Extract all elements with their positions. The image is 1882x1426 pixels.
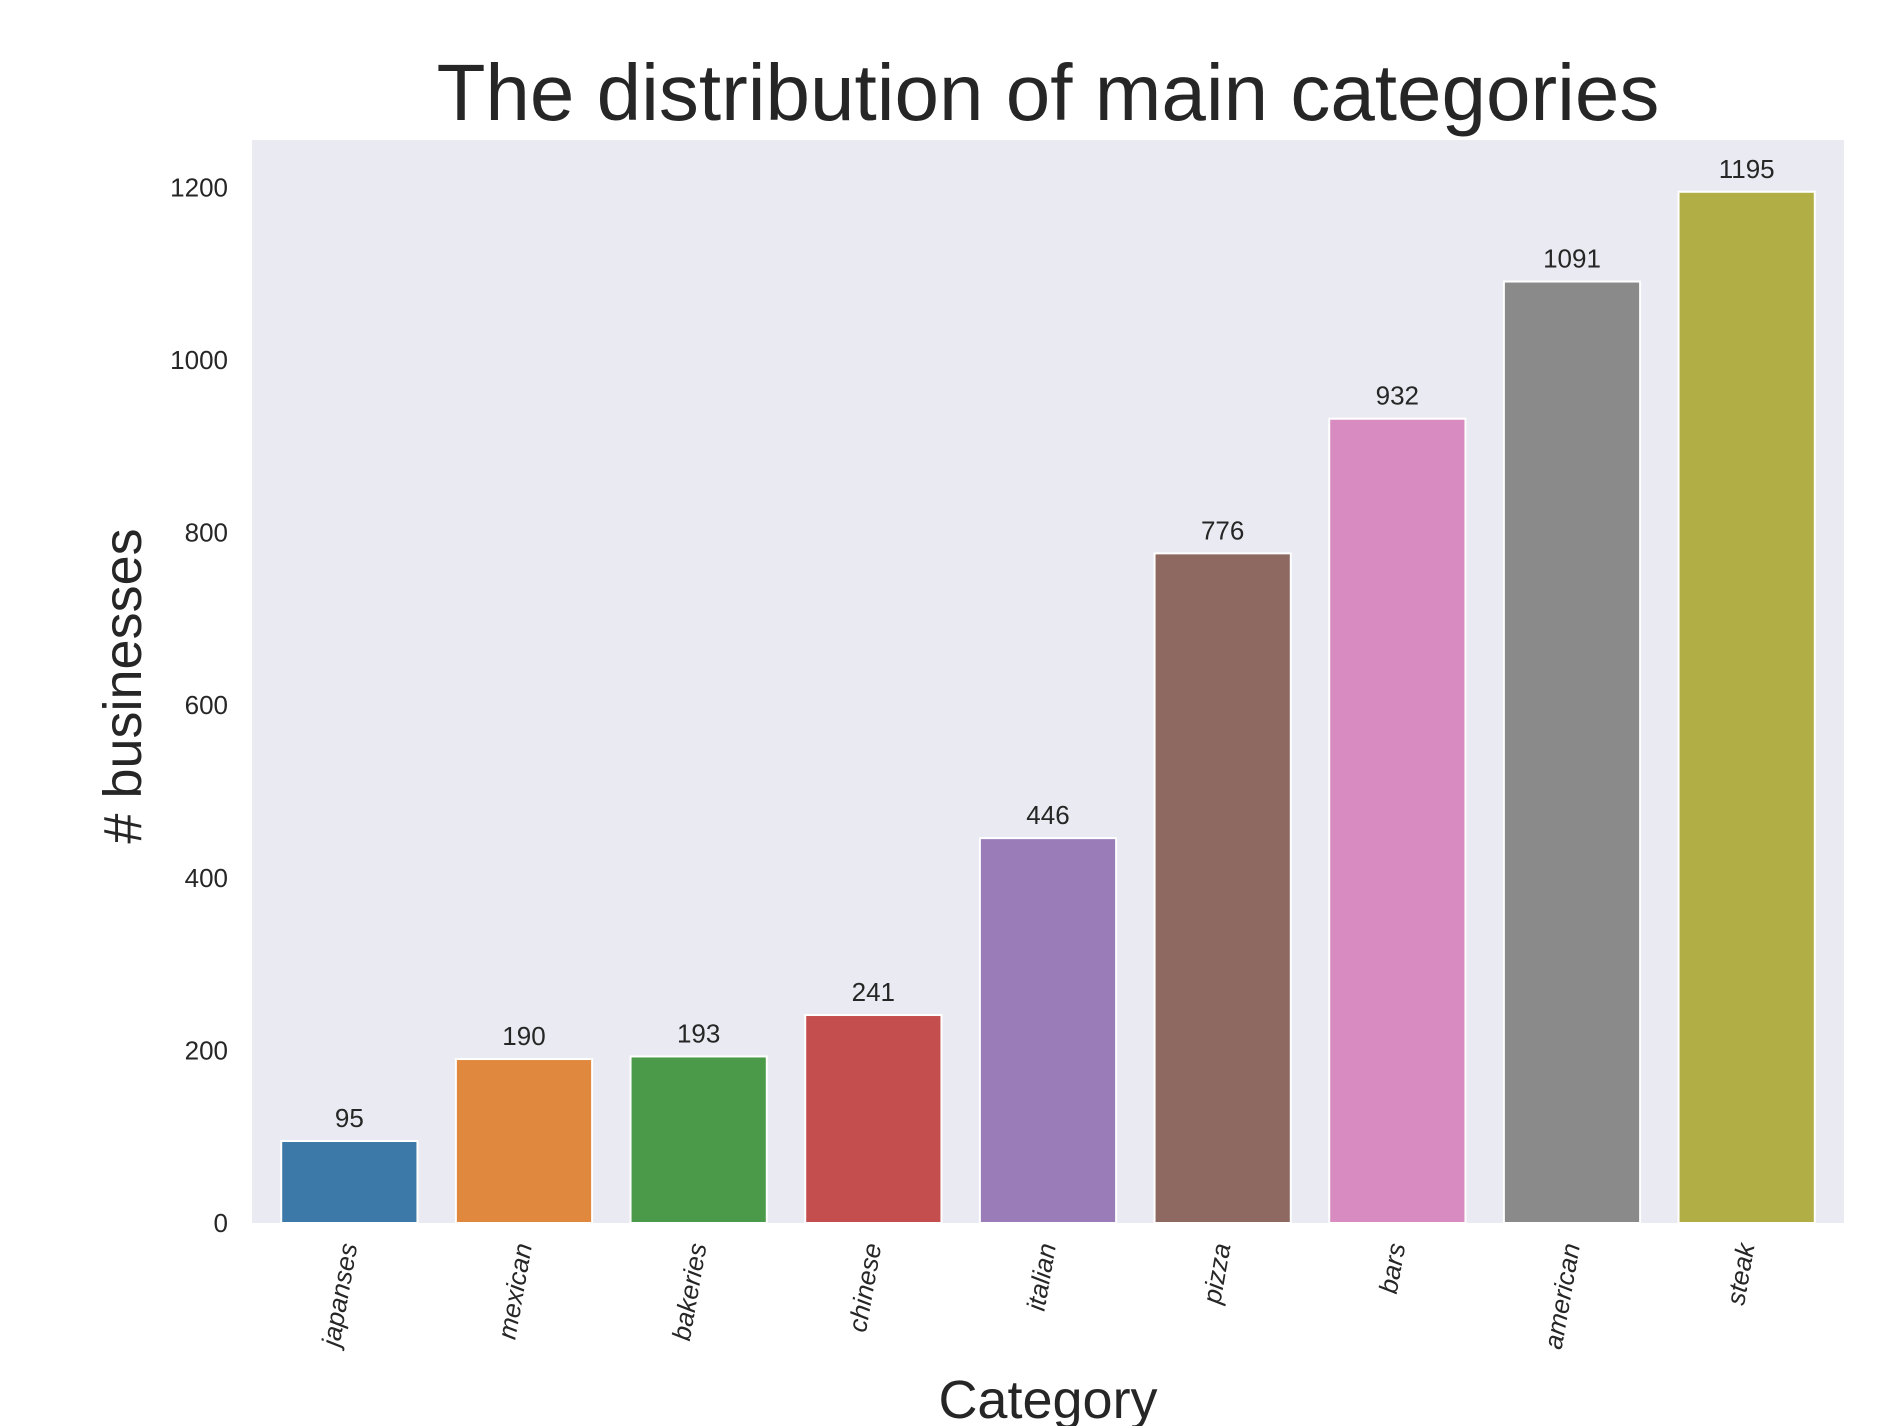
bar-japanses	[280, 1140, 419, 1224]
bar-bakeries	[629, 1055, 768, 1225]
category-label-japanses: japanses	[315, 1241, 363, 1352]
bar-pizza	[1153, 552, 1292, 1224]
bar-chinese	[804, 1014, 943, 1224]
data-label-bakeries: 193	[677, 1018, 720, 1048]
bar-italian	[978, 837, 1118, 1225]
bar-mexican	[454, 1058, 594, 1224]
chart-title: The distribution of main categories	[437, 48, 1660, 137]
y-tick-label: 800	[185, 518, 228, 548]
bar-bars	[1328, 417, 1467, 1224]
x-axis-categories: japanses mexican bakeries chinese italian piz…	[315, 1239, 1761, 1352]
y-tick-label: 0	[214, 1208, 228, 1238]
y-axis-label: # businesses	[93, 528, 153, 843]
data-label-italian: 446	[1026, 800, 1069, 830]
category-label-pizza: pizza	[1196, 1241, 1236, 1307]
category-label-american: american	[1538, 1241, 1586, 1352]
data-label-chinese: 241	[852, 977, 895, 1007]
y-tick-label: 600	[185, 690, 228, 720]
category-label-italian: italian	[1021, 1241, 1062, 1313]
bar-steak	[1677, 190, 1816, 1225]
y-tick-label: 400	[185, 863, 228, 893]
data-label-steak: 1195	[1719, 154, 1775, 184]
data-label-american: 1091	[1543, 244, 1601, 274]
category-label-bakeries: bakeries	[666, 1241, 713, 1343]
category-label-steak: steak	[1720, 1239, 1761, 1307]
y-tick-label: 200	[185, 1035, 228, 1065]
x-axis-label: Category	[938, 1370, 1157, 1426]
data-label-japanses: 95	[335, 1103, 364, 1133]
data-label-pizza: 776	[1201, 515, 1244, 545]
data-label-mexican: 190	[502, 1021, 545, 1051]
data-label-bars: 932	[1376, 381, 1419, 411]
category-label-chinese: chinese	[842, 1241, 887, 1334]
category-label-mexican: mexican	[492, 1241, 538, 1342]
y-tick-label: 1200	[170, 172, 228, 202]
y-tick-label: 1000	[170, 345, 228, 375]
y-axis-ticks: 0 200 400 600 800 1000 1200	[170, 172, 228, 1238]
bars	[280, 190, 1816, 1225]
bar-american	[1502, 280, 1642, 1224]
category-label-bars: bars	[1373, 1241, 1411, 1296]
data-labels: 95 190 193 241 446 776 932 1091 1195	[335, 154, 1775, 1133]
